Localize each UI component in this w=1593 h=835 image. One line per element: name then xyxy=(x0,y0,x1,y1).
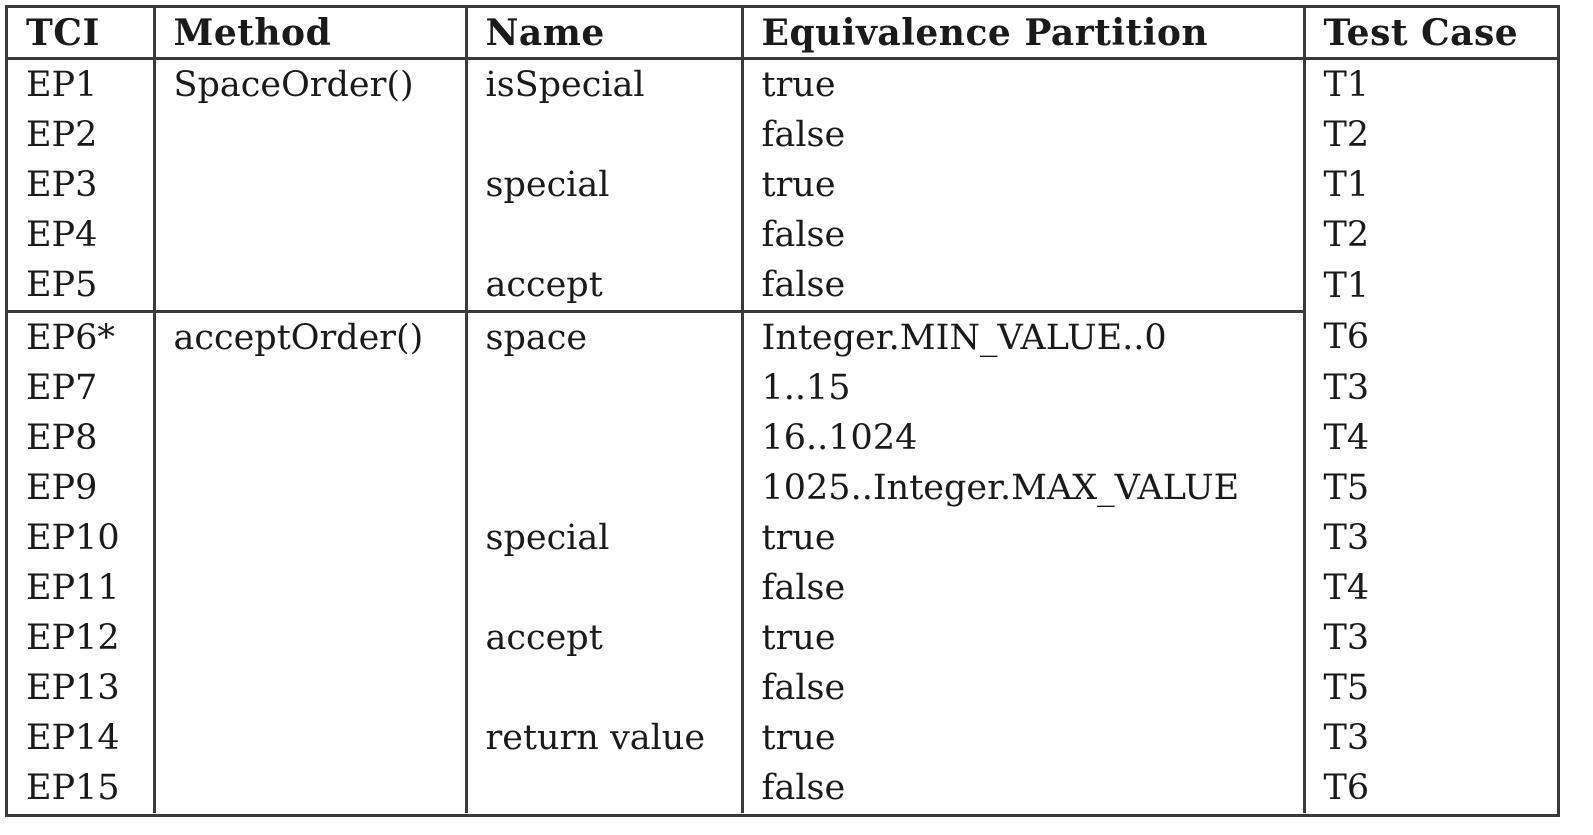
cell-tci: EP12 xyxy=(8,613,156,663)
cell-test-case: T3 xyxy=(1323,518,1370,558)
cell-partition: false xyxy=(742,763,1306,813)
cell-partition: 1025..Integer.MAX_VALUE xyxy=(742,463,1306,513)
cell-name xyxy=(466,663,744,713)
table-row: EP14 return value true T3 xyxy=(8,713,1557,763)
header-name: Name xyxy=(466,8,744,60)
cell-tci: EP8 xyxy=(8,413,156,463)
cell-method xyxy=(154,613,468,663)
cell-partition: false xyxy=(742,210,1306,260)
cell-method xyxy=(154,763,468,813)
cell-method xyxy=(154,413,468,463)
cell-partition: false xyxy=(742,663,1306,713)
cell-partition: true xyxy=(742,160,1306,210)
cell-tci: EP7 xyxy=(8,363,156,413)
table-row: EP2 false T2 xyxy=(8,110,1557,160)
cell-test-case: T2 xyxy=(1323,215,1370,255)
cell-test-case: T6 xyxy=(1323,317,1370,358)
cell-tci: EP10 xyxy=(8,513,156,563)
cell-tci: EP15 xyxy=(8,763,156,813)
cell-name xyxy=(466,110,744,160)
header-method: Method xyxy=(154,8,468,60)
table-row: EP1 SpaceOrder() isSpecial true T1 xyxy=(8,58,1557,110)
cell-name: special xyxy=(466,160,744,210)
cell-name xyxy=(466,413,744,463)
cell-name: space xyxy=(466,310,744,363)
cell-method xyxy=(154,363,468,413)
header-tci: TCI xyxy=(8,8,156,60)
cell-method xyxy=(154,563,468,613)
cell-partition: false xyxy=(742,563,1306,613)
cell-name xyxy=(466,363,744,413)
cell-test-case: T1 xyxy=(1323,165,1370,205)
cell-partition: true xyxy=(742,58,1306,110)
table-row: EP8 16..1024 T4 xyxy=(8,413,1557,463)
cell-test-case: T3 xyxy=(1323,618,1370,658)
cell-name xyxy=(466,563,744,613)
cell-name: isSpecial xyxy=(466,58,744,110)
table-row: EP7 1..15 T3 xyxy=(8,363,1557,413)
cell-method xyxy=(154,463,468,513)
cell-name: accept xyxy=(466,260,744,312)
cell-test-case: T1 xyxy=(1323,265,1370,306)
cell-method: SpaceOrder() xyxy=(154,58,468,110)
cell-partition: Integer.MIN_VALUE..0 xyxy=(742,310,1306,363)
cell-name xyxy=(466,763,744,813)
cell-tci: EP14 xyxy=(8,713,156,763)
cell-name xyxy=(466,210,744,260)
cell-partition: 16..1024 xyxy=(742,413,1306,463)
cell-test-case: T6 xyxy=(1323,768,1370,808)
table-row: EP11 false T4 xyxy=(8,563,1557,613)
header-test-case: Test Case xyxy=(1304,8,1557,60)
table-row: EP15 false T6 xyxy=(8,763,1557,813)
cell-partition: true xyxy=(742,613,1306,663)
equivalence-partition-table: TCI Method Name Equivalence Partition Te… xyxy=(8,8,1557,813)
cell-partition: 1..15 xyxy=(742,363,1306,413)
table-row: EP3 special true T1 xyxy=(8,160,1557,210)
cell-name xyxy=(466,463,744,513)
cell-tci: EP11 xyxy=(8,563,156,613)
cell-tci: EP2 xyxy=(8,110,156,160)
table-row: EP6* acceptOrder() space Integer.MIN_VALUE.… xyxy=(8,310,1557,363)
cell-test-case: T5 xyxy=(1323,468,1370,508)
cell-method: acceptOrder() xyxy=(154,310,468,363)
table-row: EP5 accept false T1 xyxy=(8,260,1557,312)
cell-partition: true xyxy=(742,713,1306,763)
cell-tci: EP9 xyxy=(8,463,156,513)
cell-method xyxy=(154,210,468,260)
header-row: TCI Method Name Equivalence Partition Te… xyxy=(8,8,1557,60)
cell-method xyxy=(154,110,468,160)
table-row: EP9 1025..Integer.MAX_VALUE T5 xyxy=(8,463,1557,513)
cell-test-case: T3 xyxy=(1323,368,1370,408)
cell-method xyxy=(154,713,468,763)
cell-name: accept xyxy=(466,613,744,663)
cell-method xyxy=(154,260,468,312)
cell-partition: false xyxy=(742,260,1306,312)
cell-test-case: T2 xyxy=(1323,115,1370,155)
cell-test-case: T3 xyxy=(1323,718,1370,758)
cell-tci: EP1 xyxy=(8,58,156,110)
cell-partition: false xyxy=(742,110,1306,160)
cell-tci: EP5 xyxy=(8,260,156,312)
cell-test-case: T4 xyxy=(1323,568,1370,608)
cell-method xyxy=(154,513,468,563)
cell-method xyxy=(154,663,468,713)
cell-name: special xyxy=(466,513,744,563)
cell-tci: EP4 xyxy=(8,210,156,260)
cell-method xyxy=(154,160,468,210)
table-row: EP10 special true T3 xyxy=(8,513,1557,563)
table-body: EP1 SpaceOrder() isSpecial true T1 EP2 false T2… xyxy=(8,58,1557,813)
cell-tci: EP13 xyxy=(8,663,156,713)
table-row: EP12 accept true T3 xyxy=(8,613,1557,663)
table-frame xyxy=(5,5,1560,817)
cell-test-case: T4 xyxy=(1323,418,1370,458)
table-row: EP4 false T2 xyxy=(8,210,1557,260)
cell-tci: EP3 xyxy=(8,160,156,210)
cell-partition: true xyxy=(742,513,1306,563)
cell-tci: EP6* xyxy=(8,310,156,363)
header-equivalence-partition: Equivalence Partition xyxy=(742,8,1306,60)
cell-test-case: T5 xyxy=(1323,668,1370,708)
cell-name: return value xyxy=(466,713,744,763)
table-row: EP13 false T5 xyxy=(8,663,1557,713)
cell-test-case: T1 xyxy=(1323,65,1370,105)
